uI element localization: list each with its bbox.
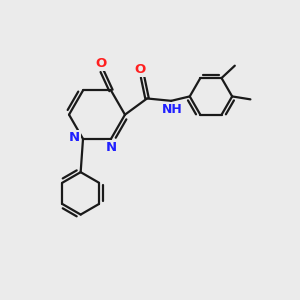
Text: N: N <box>106 141 117 154</box>
Text: O: O <box>95 57 106 70</box>
Text: NH: NH <box>161 103 182 116</box>
Text: N: N <box>69 131 80 144</box>
Text: O: O <box>135 63 146 76</box>
